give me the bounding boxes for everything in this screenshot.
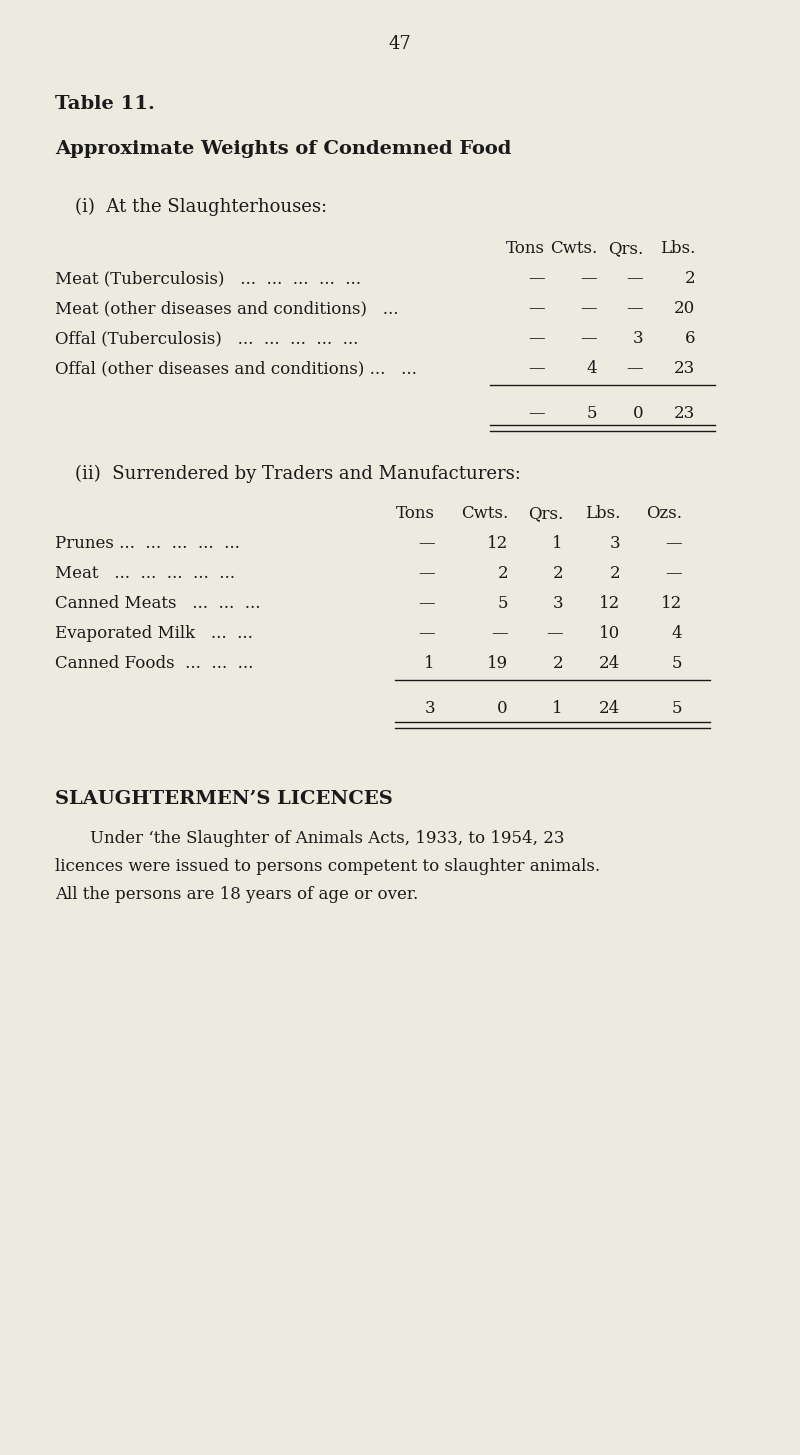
Text: 4: 4 xyxy=(671,626,682,642)
Text: 19: 19 xyxy=(487,655,508,672)
Text: 0: 0 xyxy=(498,700,508,717)
Text: —: — xyxy=(666,535,682,551)
Text: 1: 1 xyxy=(552,535,563,551)
Text: 3: 3 xyxy=(610,535,620,551)
Text: —: — xyxy=(418,626,435,642)
Text: —: — xyxy=(528,359,545,377)
Text: Tons: Tons xyxy=(396,505,435,522)
Text: Cwts.: Cwts. xyxy=(461,505,508,522)
Text: —: — xyxy=(418,595,435,613)
Text: licences were issued to persons competent to slaughter animals.: licences were issued to persons competen… xyxy=(55,858,600,874)
Text: 23: 23 xyxy=(674,404,695,422)
Text: SLAUGHTERMEN’S LICENCES: SLAUGHTERMEN’S LICENCES xyxy=(55,790,393,808)
Text: 1: 1 xyxy=(424,655,435,672)
Text: 2: 2 xyxy=(610,565,620,582)
Text: 23: 23 xyxy=(674,359,695,377)
Text: 5: 5 xyxy=(586,404,597,422)
Text: —: — xyxy=(491,626,508,642)
Text: 0: 0 xyxy=(632,404,643,422)
Text: 6: 6 xyxy=(685,330,695,346)
Text: 5: 5 xyxy=(498,595,508,613)
Text: —: — xyxy=(546,626,563,642)
Text: 3: 3 xyxy=(552,595,563,613)
Text: Prunes ...  ...  ...  ...  ...: Prunes ... ... ... ... ... xyxy=(55,535,240,551)
Text: —: — xyxy=(418,565,435,582)
Text: —: — xyxy=(580,271,597,287)
Text: All the persons are 18 years of age or over.: All the persons are 18 years of age or o… xyxy=(55,886,418,904)
Text: 24: 24 xyxy=(598,700,620,717)
Text: —: — xyxy=(580,330,597,346)
Text: Canned Foods  ...  ...  ...: Canned Foods ... ... ... xyxy=(55,655,254,672)
Text: Qrs.: Qrs. xyxy=(528,505,563,522)
Text: 12: 12 xyxy=(486,535,508,551)
Text: Table 11.: Table 11. xyxy=(55,95,155,113)
Text: 12: 12 xyxy=(598,595,620,613)
Text: Meat (Tuberculosis)   ...  ...  ...  ...  ...: Meat (Tuberculosis) ... ... ... ... ... xyxy=(55,271,361,287)
Text: 2: 2 xyxy=(552,655,563,672)
Text: Ozs.: Ozs. xyxy=(646,505,682,522)
Text: Cwts.: Cwts. xyxy=(550,240,597,258)
Text: 12: 12 xyxy=(661,595,682,613)
Text: 3: 3 xyxy=(424,700,435,717)
Text: Canned Meats   ...  ...  ...: Canned Meats ... ... ... xyxy=(55,595,261,613)
Text: 2: 2 xyxy=(498,565,508,582)
Text: 24: 24 xyxy=(598,655,620,672)
Text: Offal (other diseases and conditions) ...   ...: Offal (other diseases and conditions) ..… xyxy=(55,359,417,377)
Text: —: — xyxy=(528,271,545,287)
Text: 2: 2 xyxy=(552,565,563,582)
Text: 20: 20 xyxy=(674,300,695,317)
Text: 5: 5 xyxy=(671,655,682,672)
Text: Meat   ...  ...  ...  ...  ...: Meat ... ... ... ... ... xyxy=(55,565,235,582)
Text: 4: 4 xyxy=(586,359,597,377)
Text: 2: 2 xyxy=(684,271,695,287)
Text: —: — xyxy=(666,565,682,582)
Text: —: — xyxy=(626,359,643,377)
Text: —: — xyxy=(528,300,545,317)
Text: —: — xyxy=(528,330,545,346)
Text: Qrs.: Qrs. xyxy=(608,240,643,258)
Text: (ii)  Surrendered by Traders and Manufacturers:: (ii) Surrendered by Traders and Manufact… xyxy=(75,466,521,483)
Text: Offal (Tuberculosis)   ...  ...  ...  ...  ...: Offal (Tuberculosis) ... ... ... ... ... xyxy=(55,330,358,346)
Text: —: — xyxy=(580,300,597,317)
Text: (i)  At the Slaughterhouses:: (i) At the Slaughterhouses: xyxy=(75,198,327,217)
Text: Approximate Weights of Condemned Food: Approximate Weights of Condemned Food xyxy=(55,140,511,159)
Text: —: — xyxy=(626,271,643,287)
Text: —: — xyxy=(528,404,545,422)
Text: Under ‘the Slaughter of Animals Acts, 1933, to 1954, 23: Under ‘the Slaughter of Animals Acts, 19… xyxy=(90,829,565,847)
Text: —: — xyxy=(418,535,435,551)
Text: 3: 3 xyxy=(632,330,643,346)
Text: 5: 5 xyxy=(671,700,682,717)
Text: Evaporated Milk   ...  ...: Evaporated Milk ... ... xyxy=(55,626,253,642)
Text: —: — xyxy=(626,300,643,317)
Text: Tons: Tons xyxy=(506,240,545,258)
Text: 1: 1 xyxy=(552,700,563,717)
Text: Meat (other diseases and conditions)   ...: Meat (other diseases and conditions) ... xyxy=(55,300,398,317)
Text: 47: 47 xyxy=(389,35,411,52)
Text: Lbs.: Lbs. xyxy=(585,505,620,522)
Text: 10: 10 xyxy=(598,626,620,642)
Text: Lbs.: Lbs. xyxy=(660,240,695,258)
